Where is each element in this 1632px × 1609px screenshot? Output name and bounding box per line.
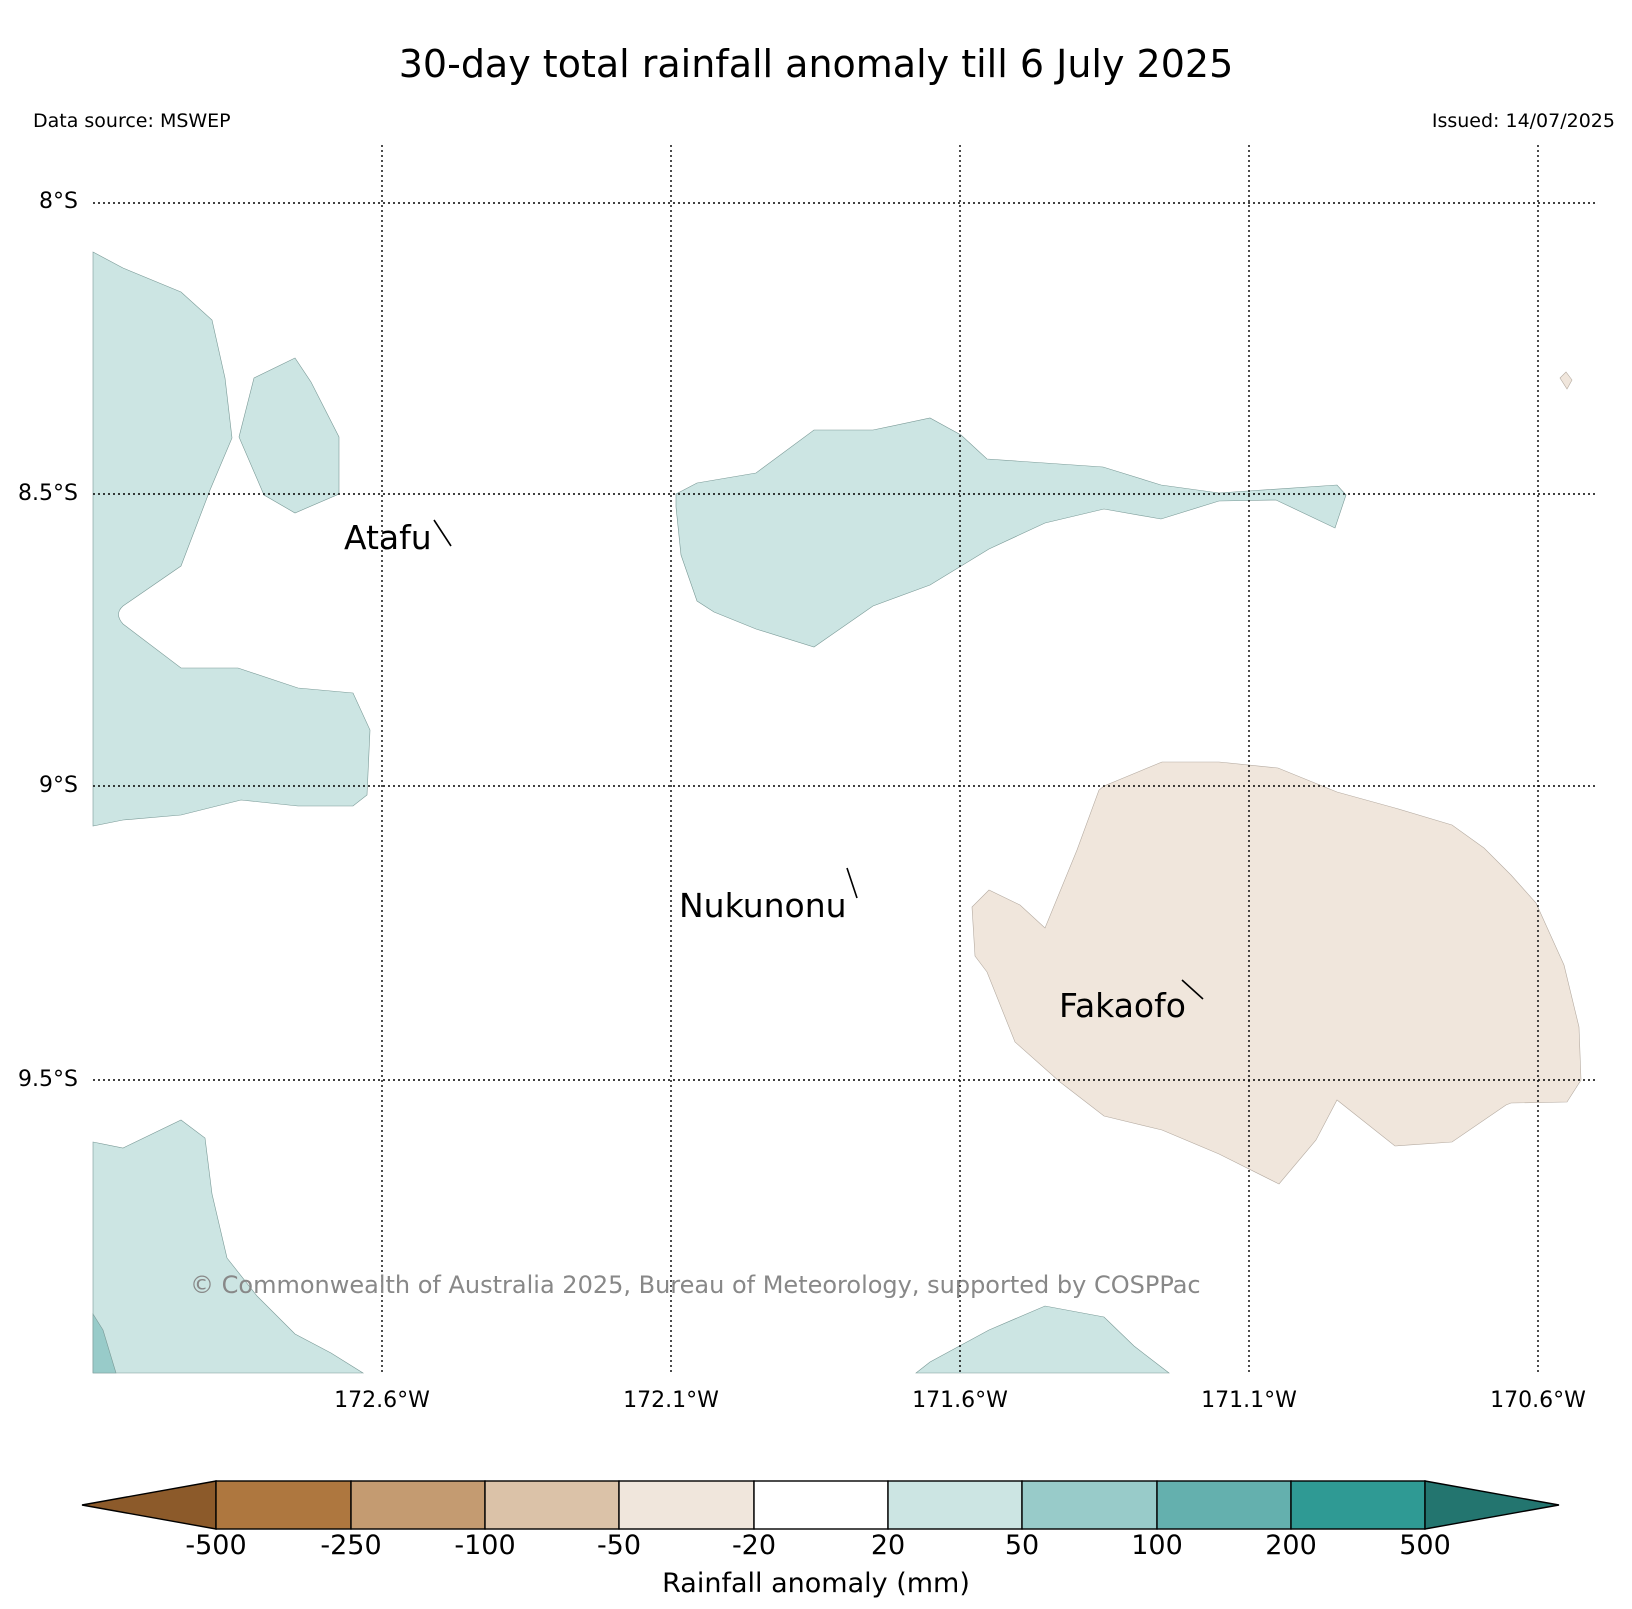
lat-label-8-5s: 8.5°S [18, 481, 78, 506]
colorbar-tick: 100 [1131, 1530, 1183, 1561]
lon-label-171-1w: 171.1°W [1201, 1388, 1297, 1413]
colorbar-tick: -50 [596, 1530, 642, 1561]
nukunonu-marker [846, 867, 858, 899]
wet-region-northwest [92, 251, 371, 827]
wet-region-central [675, 417, 1347, 648]
wet-region-southwest [92, 1119, 365, 1374]
colorbar-tick: -500 [185, 1530, 247, 1561]
data-source: Data source: MSWEP [33, 110, 231, 132]
lat-label-8s: 8°S [39, 189, 78, 214]
colorbar-bin-2 [350, 1480, 486, 1530]
wet-region-south [915, 1305, 1170, 1374]
colorbar-extend-low [81, 1480, 217, 1530]
colorbar-tick: 50 [1004, 1530, 1040, 1561]
colorbar-bin-4 [618, 1480, 755, 1530]
fakaofo-marker [1181, 979, 1204, 1000]
lat-label-9-5s: 9.5°S [18, 1067, 78, 1092]
place-label-nukunonu: Nukunonu [679, 886, 847, 925]
map-title: 30-day total rainfall anomaly till 6 Jul… [398, 42, 1234, 86]
lon-label-172-1w: 172.1°W [623, 1388, 719, 1413]
place-label-atafu: Atafu [344, 518, 432, 557]
colorbar-tick: -20 [731, 1530, 777, 1561]
dry-region-fakaofo [971, 761, 1582, 1185]
colorbar-tick: -100 [454, 1530, 516, 1561]
colorbar-bin-9 [1290, 1480, 1426, 1530]
lat-label-9s: 9°S [39, 773, 78, 798]
lon-label-172-6w: 172.6°W [334, 1388, 430, 1413]
atafu-marker [433, 519, 452, 547]
colorbar-bin-3 [484, 1480, 620, 1530]
dry-region-northeast-speck [1559, 371, 1573, 390]
issued-date: Issued: 14/07/2025 [1431, 110, 1615, 132]
copyright-notice: © Commonwealth of Australia 2025, Bureau… [190, 1271, 1201, 1299]
colorbar-tick: 200 [1265, 1530, 1317, 1561]
colorbar-bin-6 [887, 1480, 1023, 1530]
colorbar-bin-5 [753, 1480, 889, 1530]
colorbar [81, 1480, 1560, 1530]
colorbar-tick: 500 [1399, 1530, 1451, 1561]
colorbar-extend-high [1424, 1480, 1560, 1530]
place-label-fakaofo: Fakaofo [1059, 986, 1186, 1025]
colorbar-bin-1 [215, 1480, 352, 1530]
colorbar-title: Rainfall anomaly (mm) [662, 1568, 970, 1599]
lon-label-171-6w: 171.6°W [912, 1388, 1008, 1413]
wet-region-southwest-corner [92, 1312, 117, 1374]
colorbar-tick: 20 [870, 1530, 906, 1561]
colorbar-tick: -250 [320, 1530, 382, 1561]
lon-label-170-6w: 170.6°W [1490, 1388, 1586, 1413]
colorbar-bin-8 [1156, 1480, 1292, 1530]
wet-region-north-islet [238, 357, 340, 514]
colorbar-bin-7 [1021, 1480, 1158, 1530]
